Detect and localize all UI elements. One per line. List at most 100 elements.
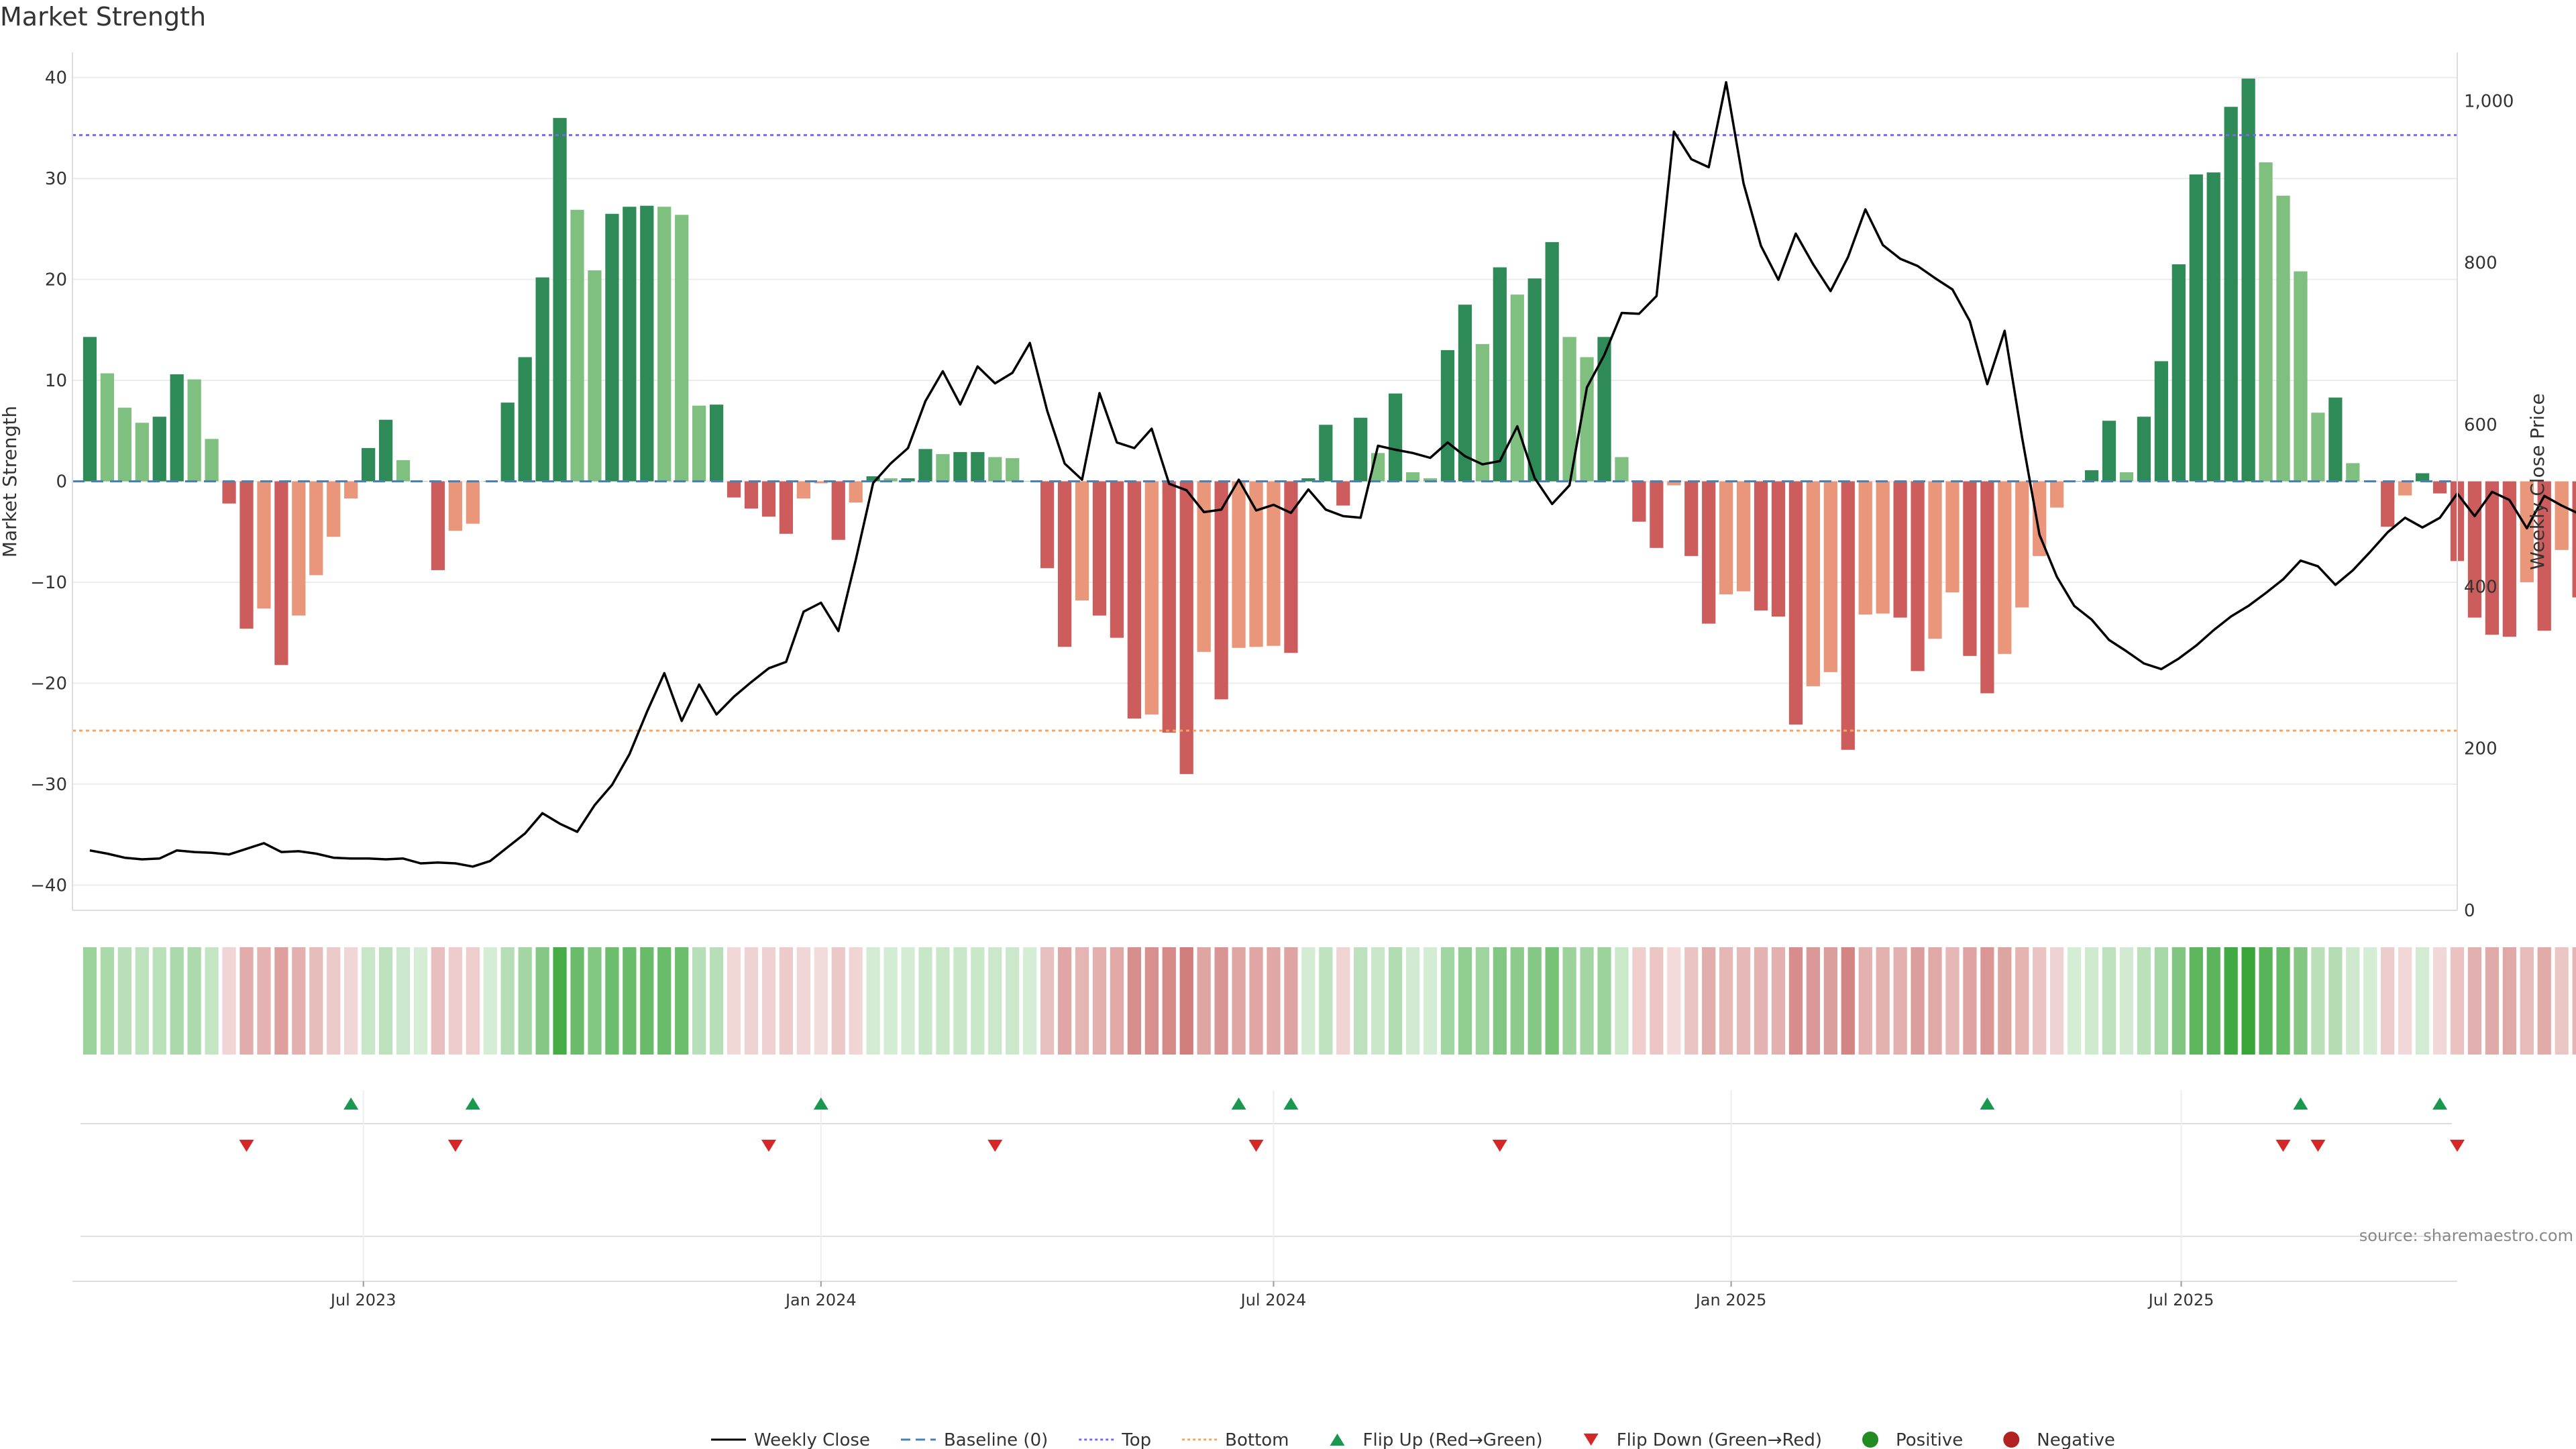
- strip-cell: [2311, 947, 2325, 1055]
- strength-bar: [135, 423, 149, 482]
- strength-bar: [1006, 458, 1020, 482]
- strength-bar: [1214, 481, 1228, 700]
- strip-cell: [657, 947, 672, 1055]
- strength-bar: [239, 481, 254, 629]
- strip-cell: [152, 947, 166, 1055]
- strip-cell: [1876, 947, 1890, 1055]
- strength-bar: [466, 481, 480, 524]
- strip-cell: [1354, 947, 1368, 1055]
- strength-strip: [83, 947, 2576, 1055]
- strength-bar: [2189, 174, 2203, 482]
- legend-label: Positive: [1896, 1430, 1963, 1449]
- strip-cell: [2294, 947, 2308, 1055]
- strip-cell: [1440, 947, 1455, 1055]
- strip-cell: [918, 947, 932, 1055]
- strip-cell: [466, 947, 480, 1055]
- lower-panel: Jul 2023 Jan 2024 Jul 2024 Jan 2025 Jul 2025: [72, 1281, 2457, 1309]
- strength-bar: [1580, 357, 1594, 482]
- strip-cell: [2137, 947, 2151, 1055]
- strength-bar: [500, 402, 515, 482]
- flip-down-marker: [987, 1140, 1003, 1152]
- y2-tick-label: 0: [2464, 901, 2475, 921]
- strip-cell: [1388, 947, 1403, 1055]
- strength-bar: [1249, 481, 1263, 647]
- strength-bar: [1928, 481, 1942, 639]
- strength-bar: [883, 478, 898, 482]
- strip-cell: [535, 947, 549, 1055]
- strength-bar: [362, 447, 376, 482]
- y-tick-label: −10: [30, 573, 67, 593]
- legend-item: Positive: [1862, 1430, 1963, 1449]
- legend: Weekly Close Baseline (0) Top Bottom Flip Up…: [711, 1430, 2115, 1449]
- strip-cell: [709, 947, 724, 1055]
- strip-cell: [588, 947, 602, 1055]
- strength-bar: [1301, 478, 1316, 482]
- strength-bar: [2502, 481, 2516, 637]
- strength-bar: [1110, 481, 1124, 638]
- strip-cell: [1597, 947, 1611, 1055]
- x-tick-label: Jan 2025: [1695, 1291, 1767, 1309]
- legend-item: Top: [1079, 1430, 1151, 1449]
- strip-cell: [1040, 947, 1055, 1055]
- strength-bar: [1423, 478, 1438, 482]
- y-tick-label: −40: [30, 875, 67, 896]
- strip-cell: [883, 947, 898, 1055]
- strength-bar: [257, 481, 271, 609]
- strip-cell: [2084, 947, 2099, 1055]
- strength-bar: [396, 460, 411, 482]
- strength-bar: [709, 405, 724, 482]
- flip-up-marker: [1283, 1097, 1299, 1110]
- x-tick-label: Jul 2023: [329, 1291, 396, 1309]
- strength-bar: [1319, 425, 1333, 482]
- strip-cell: [953, 947, 967, 1055]
- strength-bar: [1562, 337, 1576, 482]
- legend-item: Flip Down (Green→Red): [1583, 1430, 1822, 1449]
- strength-bar: [1858, 481, 1872, 615]
- strip-cell: [2224, 947, 2238, 1055]
- flip-down-marker: [2310, 1140, 2326, 1152]
- strip-cell: [796, 947, 810, 1055]
- strip-cell: [2537, 947, 2551, 1055]
- strength-bar: [727, 481, 741, 498]
- strength-bar: [2033, 481, 2047, 556]
- strength-bar: [187, 379, 201, 482]
- strip-cell: [1928, 947, 1942, 1055]
- flip-down-marker: [2450, 1140, 2465, 1152]
- strip-cell: [779, 947, 794, 1055]
- strength-bar: [1841, 481, 1855, 750]
- strength-bar: [1667, 481, 1681, 486]
- strip-cell: [2102, 947, 2116, 1055]
- strip-cell: [448, 947, 462, 1055]
- strength-bar: [2276, 195, 2290, 482]
- strip-cell: [2259, 947, 2273, 1055]
- strip-cell: [2328, 947, 2343, 1055]
- strength-bar: [971, 451, 985, 482]
- x-tick-label: Jul 2024: [1240, 1291, 1307, 1309]
- close-line-layer: [89, 80, 2576, 868]
- strength-bar: [1162, 481, 1176, 733]
- x-tick-label: Jul 2025: [2147, 1291, 2214, 1309]
- strength-bar: [1057, 481, 1072, 647]
- strip-cell: [2363, 947, 2377, 1055]
- strip-cell: [1650, 947, 1664, 1055]
- strip-cell: [292, 947, 306, 1055]
- strip-cell: [761, 947, 776, 1055]
- strength-bar: [344, 481, 358, 499]
- flip-down-marker: [1248, 1140, 1264, 1152]
- strength-bar: [1911, 481, 1925, 672]
- strip-cell: [431, 947, 445, 1055]
- strength-bar: [675, 215, 689, 482]
- strip-cell: [2241, 947, 2255, 1055]
- strength-bar: [1876, 481, 1890, 614]
- strip-cell: [1144, 947, 1159, 1055]
- flip-down-marker: [2275, 1140, 2291, 1152]
- y2-tick-label: 400: [2464, 577, 2498, 597]
- strip-cell: [1562, 947, 1576, 1055]
- flip-up-marker: [2293, 1097, 2308, 1110]
- strip-cell: [2572, 947, 2576, 1055]
- strength-bar: [535, 277, 549, 482]
- strength-bar: [2259, 162, 2273, 482]
- strength-bar: [1092, 481, 1107, 616]
- legend-label: Top: [1121, 1430, 1151, 1449]
- strip-cell: [1684, 947, 1699, 1055]
